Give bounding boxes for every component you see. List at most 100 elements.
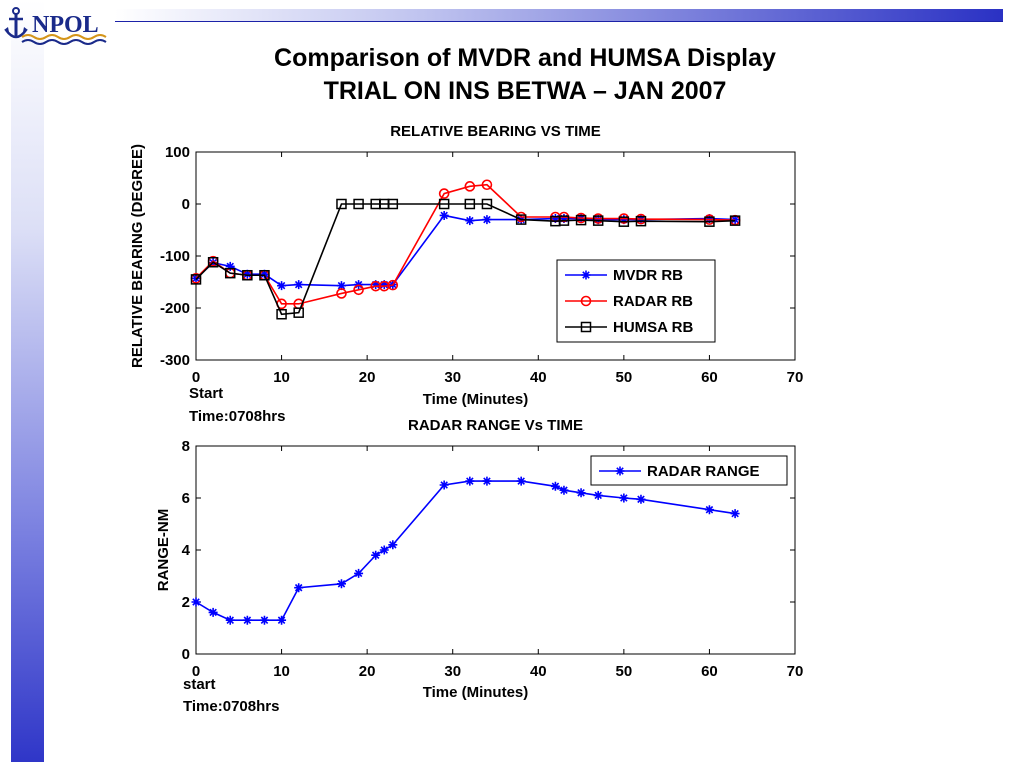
data-point: [225, 261, 235, 271]
y-tick-label: 6: [182, 490, 190, 507]
data-point: [379, 545, 389, 555]
data-point: [387, 198, 399, 210]
left-gradient-bar: [11, 0, 44, 762]
data-point: [294, 280, 304, 290]
data-point: [482, 476, 492, 486]
data-point: [438, 198, 450, 210]
y-axis-label: RANGE-NM: [155, 509, 172, 592]
data-point: [208, 607, 218, 617]
x-tick-label: 10: [273, 663, 290, 680]
data-point: [636, 494, 646, 504]
x-tick-label: 60: [701, 663, 718, 680]
slide-title-line1: Comparison of MVDR and HUMSA Display: [274, 44, 776, 72]
y-tick-label: 0: [182, 646, 190, 663]
data-point: [704, 505, 714, 515]
y-tick-label: -200: [160, 300, 190, 317]
data-point: [371, 550, 381, 560]
data-point: [277, 281, 287, 291]
x-tick-label: 10: [273, 369, 290, 386]
data-point: [336, 288, 347, 299]
x-tick-label: 0: [192, 663, 200, 680]
y-tick-label: -300: [160, 352, 190, 369]
data-point: [259, 615, 269, 625]
data-point: [576, 488, 586, 498]
data-point: [277, 615, 287, 625]
data-point: [593, 490, 603, 500]
data-point: [704, 216, 715, 227]
data-point: [730, 509, 740, 519]
x-tick-label: 40: [530, 663, 547, 680]
data-point: [293, 307, 304, 318]
x-tick-label: 20: [359, 663, 376, 680]
y-tick-label: 2: [182, 594, 190, 611]
y-tick-label: 100: [165, 144, 190, 161]
data-point: [259, 269, 269, 279]
data-point: [635, 215, 647, 227]
x-tick-label: 70: [787, 663, 804, 680]
data-point: [439, 210, 449, 220]
data-point: [379, 280, 389, 290]
data-point: [207, 256, 219, 268]
y-axis-label: RELATIVE BEARING (DEGREE): [129, 144, 146, 368]
data-point: [336, 281, 346, 291]
legend: RADAR RANGE: [590, 455, 788, 486]
x-tick-label: 50: [616, 663, 633, 680]
start-note-line1: Start: [189, 385, 223, 402]
start-note-line2: Time:0708hrs: [189, 408, 285, 425]
slide-title-line2: TRIAL ON INS BETWA – JAN 2007: [323, 77, 727, 105]
anchor-icon: [4, 7, 28, 39]
data-point: [481, 198, 493, 210]
legend-item: MVDR RB: [565, 267, 683, 284]
x-tick-label: 40: [530, 369, 547, 386]
data-point: [618, 216, 630, 227]
data-point: [558, 215, 570, 226]
legend-label: MVDR RB: [613, 267, 683, 284]
data-point: [516, 476, 526, 486]
data-point: [387, 279, 399, 291]
data-point: [481, 179, 493, 191]
data-point: [593, 215, 603, 225]
data-point: [191, 597, 201, 607]
data-point: [371, 280, 381, 290]
legend-marker: [615, 466, 625, 476]
data-point: [336, 198, 347, 210]
legend-label: RADAR RB: [613, 293, 693, 310]
data-point: [242, 269, 253, 281]
data-point: [619, 493, 629, 503]
x-tick-label: 30: [444, 663, 461, 680]
data-point: [336, 579, 346, 589]
y-tick-label: 4: [182, 542, 191, 559]
data-point: [515, 214, 527, 225]
legend: MVDR RB RADAR RB HUMSA RB: [556, 259, 716, 343]
data-point: [439, 480, 449, 490]
series-humsa-rb: [190, 198, 741, 320]
series-radar-range: [191, 476, 740, 625]
legend-label: RADAR RANGE: [647, 463, 760, 480]
data-point: [190, 274, 202, 285]
data-point: [619, 215, 629, 225]
data-point: [592, 215, 604, 226]
data-point: [259, 269, 270, 281]
data-point: [276, 308, 287, 320]
logo-text: NPOL: [32, 12, 99, 38]
x-tick-label: 50: [616, 369, 633, 386]
data-point: [464, 181, 476, 192]
legend-item: HUMSA RB: [565, 319, 693, 336]
start-note-line2: Time:0708hrs: [183, 698, 279, 715]
data-point: [294, 583, 304, 593]
top-gradient-bar: [115, 9, 1003, 22]
data-point: [465, 216, 475, 226]
data-point: [242, 615, 252, 625]
x-tick-label: 70: [787, 369, 804, 386]
data-point: [729, 215, 741, 226]
data-point: [353, 198, 364, 210]
legend-label: HUMSA RB: [613, 319, 693, 336]
chart-title: RELATIVE BEARING VS TIME: [390, 123, 601, 140]
data-point: [242, 269, 252, 279]
data-point: [224, 267, 236, 279]
start-note-line1: start: [183, 676, 216, 693]
x-axis-label: Time (Minutes): [423, 391, 529, 408]
x-axis-label: Time (Minutes): [423, 684, 529, 701]
